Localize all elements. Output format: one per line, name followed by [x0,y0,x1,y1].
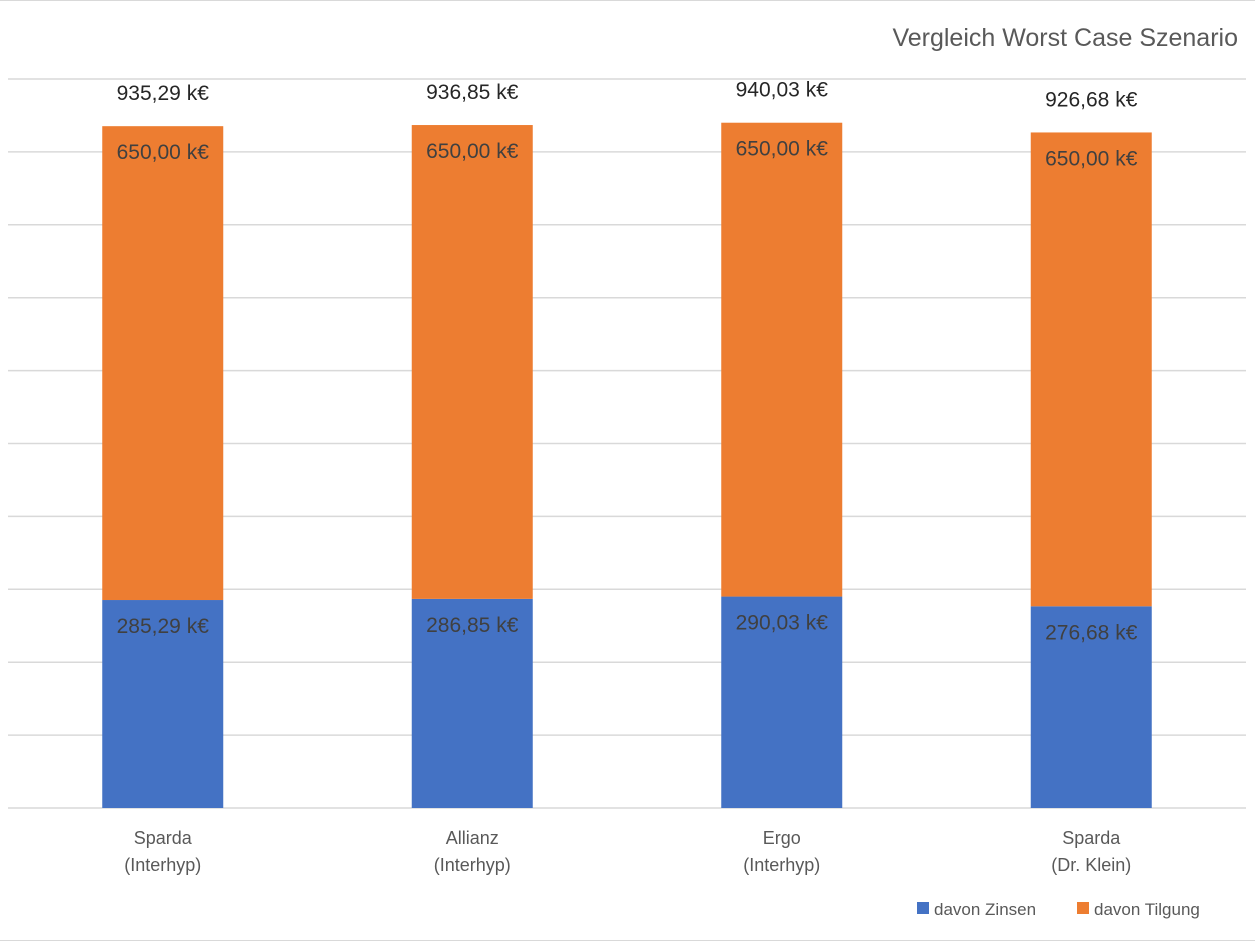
legend-entry: davon Tilgung [1094,900,1200,919]
bar-segment [1030,606,1152,808]
chart-title: Vergleich Worst Case Szenario [892,24,1238,52]
segment-value-label: 276,68 k€ [1045,621,1138,644]
total-value-label: 936,85 k€ [426,81,519,104]
legend: davon Zinsen davon Tilgung [917,900,1200,919]
total-value-label: 926,68 k€ [1045,88,1138,111]
segment-value-label: 650,00 k€ [426,140,519,163]
bar-segment [411,598,533,808]
bar-segment [102,126,224,601]
legend-swatch [917,902,929,914]
bar-segment [102,600,224,808]
category-label: (Dr. Klein) [1051,855,1131,875]
total-value-label: 935,29 k€ [117,82,210,105]
category-label: (Interhyp) [434,855,511,875]
bar-segment [411,125,533,599]
data-labels: 285,29 k€ 650,00 k€ 935,29 k€ 286,85 k€ 650,… [117,79,1138,645]
segment-value-label: 650,00 k€ [736,138,829,161]
category-label: Ergo [763,828,801,848]
segment-value-label: 290,03 k€ [736,612,829,635]
legend-swatch [1077,902,1089,914]
segment-value-label: 650,00 k€ [1045,147,1138,170]
bars [102,122,1152,808]
bar-segment [1030,132,1152,607]
category-label: Sparda [134,828,193,848]
bar-segment [721,596,843,808]
total-value-label: 940,03 k€ [736,79,829,102]
segment-value-label: 285,29 k€ [117,615,210,638]
category-label: (Interhyp) [124,855,201,875]
category-label: (Interhyp) [743,855,820,875]
category-axis-labels: Sparda (Interhyp) Allianz (Interhyp) Ergo (In… [124,828,1131,875]
segment-value-label: 650,00 k€ [117,141,210,164]
segment-value-label: 286,85 k€ [426,614,519,637]
legend-entry: davon Zinsen [934,900,1036,919]
category-label: Sparda [1062,828,1121,848]
category-label: Allianz [446,828,499,848]
bar-segment [721,122,843,597]
